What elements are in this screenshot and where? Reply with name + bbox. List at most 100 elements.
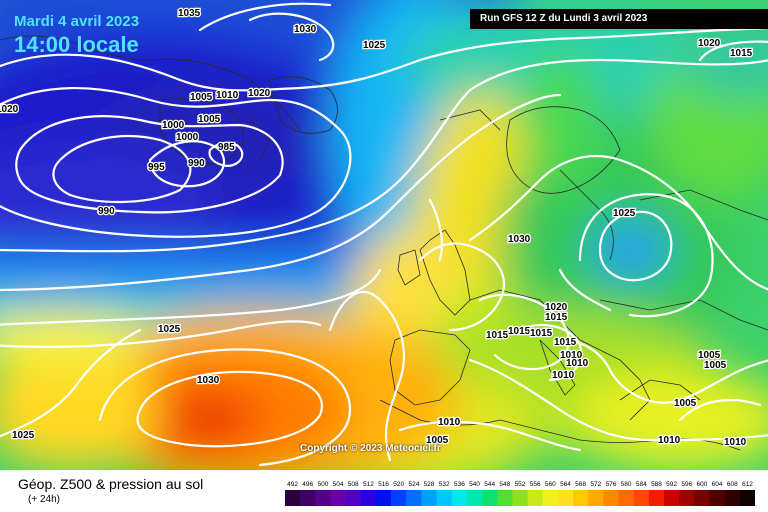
legend-swatch	[618, 490, 634, 506]
isobar-label: 1010	[552, 370, 575, 381]
legend-value: 544	[484, 481, 495, 488]
isobar-label: 1010	[724, 437, 747, 448]
legend-swatch	[482, 490, 498, 506]
legend-value: 548	[499, 481, 510, 488]
legend-value: 536	[454, 481, 465, 488]
legend-swatch	[300, 490, 316, 506]
geopotential-field	[0, 0, 768, 470]
isobar-labels: 1035 1030 1025 1020 1015 1020 1005 1010 …	[0, 7, 754, 450]
isobar-label: 1015	[554, 337, 577, 348]
isobar-label: 1005	[704, 360, 727, 371]
legend-swatch	[421, 490, 437, 506]
isobar-label: 1000	[162, 120, 185, 131]
isobar-label: 1010	[438, 417, 461, 428]
legend-value: 592	[666, 481, 677, 488]
legend-value: 552	[515, 481, 526, 488]
legend-swatch	[679, 490, 695, 506]
legend-swatch	[345, 490, 362, 506]
copyright-notice: Copyright © 2023 Meteociel.fr	[300, 443, 441, 454]
isobar-label: 1005	[426, 435, 449, 446]
legend-value: 496	[302, 481, 313, 488]
isobar-label: 1020	[545, 302, 568, 313]
map-title: Géop. Z500 & pression au sol	[18, 476, 204, 492]
legend-swatch	[451, 490, 468, 506]
map-subtitle: (+ 24h)	[28, 494, 60, 505]
legend-swatch	[497, 490, 513, 506]
legend-value: 568	[575, 481, 586, 488]
legend-swatch	[406, 490, 422, 506]
legend-swatch	[542, 490, 559, 506]
isobar-label: 1020	[698, 38, 721, 49]
isobar-label: 1010	[658, 435, 681, 446]
legend-value: 492	[287, 481, 298, 488]
legend-labels: 492 496 500 504 508 512 516 520 524 528 532 536 540 5…	[287, 481, 753, 488]
legend-swatch	[315, 490, 331, 506]
legend-swatch	[664, 490, 680, 506]
isobar-label: 1010	[560, 350, 583, 361]
legend-value: 612	[742, 481, 753, 488]
isobar-label: 1010	[566, 358, 589, 369]
isobar-label: 1015	[530, 328, 553, 339]
isobar-label: 1015	[730, 48, 753, 59]
isobar-label: 990	[98, 206, 115, 217]
legend-value: 564	[560, 481, 571, 488]
legend-swatch	[466, 490, 483, 506]
isobar-label: 1025	[363, 40, 386, 51]
legend-value: 500	[317, 481, 328, 488]
isobar-label: 1020	[0, 104, 19, 115]
isobar-label: 1030	[508, 234, 531, 245]
legend-value: 584	[636, 481, 647, 488]
model-run-label: Run GFS 12 Z du Lundi 3 avril 2023	[470, 9, 768, 29]
isobar-label: 1000	[176, 132, 199, 143]
isobar-label: 1020	[248, 88, 271, 99]
legend-value: 556	[530, 481, 541, 488]
legend-value: 528	[424, 481, 435, 488]
isobar-label: 990	[188, 158, 205, 169]
isobar-label: 1030	[197, 375, 220, 386]
isobar-label: 995	[148, 162, 165, 173]
isobar-label: 1010	[216, 90, 239, 101]
isobar-label: 1005	[190, 92, 213, 103]
isobar-label: 1015	[508, 326, 531, 337]
legend-swatch	[360, 490, 377, 506]
legend-swatch	[739, 490, 755, 506]
legend-swatch	[527, 490, 544, 506]
legend-swatch	[512, 490, 528, 506]
legend-value: 596	[681, 481, 692, 488]
isobar-label: 1015	[486, 330, 509, 341]
legend-swatch	[633, 490, 650, 506]
forecast-date: Mardi 4 avril 2023	[14, 13, 140, 30]
legend-value: 504	[333, 481, 344, 488]
legend-value: 520	[393, 481, 404, 488]
legend-value: 580	[621, 481, 632, 488]
legend-swatch	[709, 490, 725, 506]
isobar-label: 1005	[198, 114, 221, 125]
legend-swatch	[603, 490, 619, 506]
legend-swatch	[391, 490, 407, 506]
color-legend: 492 496 500 504 508 512 516 520 524 528 532 536 540 5…	[285, 481, 755, 506]
legend-value: 524	[408, 481, 419, 488]
isobar-label: 1015	[545, 312, 568, 323]
isobar-label: 1005	[698, 350, 721, 361]
isobar-label: 1005	[674, 398, 697, 409]
isobar-label: 1025	[12, 430, 35, 441]
legend-value: 608	[727, 481, 738, 488]
legend-value: 576	[606, 481, 617, 488]
legend-value: 604	[712, 481, 723, 488]
legend-value: 512	[363, 481, 374, 488]
legend-value: 540	[469, 481, 480, 488]
legend-swatch	[648, 490, 665, 506]
legend-swatch	[557, 490, 574, 506]
isobar-label: 1025	[613, 208, 636, 219]
legend-swatch	[724, 490, 741, 506]
legend-swatches	[285, 490, 755, 506]
legend-value: 508	[348, 481, 359, 488]
geopotential-map: 1035 1030 1025 1020 1015 1020 1005 1010 …	[0, 0, 768, 470]
isobar-label: 1030	[294, 24, 317, 35]
legend-value: 560	[545, 481, 556, 488]
legend-value: 516	[378, 481, 389, 488]
legend-swatch	[573, 490, 589, 506]
legend-value: 532	[439, 481, 450, 488]
legend-swatch	[330, 490, 346, 506]
